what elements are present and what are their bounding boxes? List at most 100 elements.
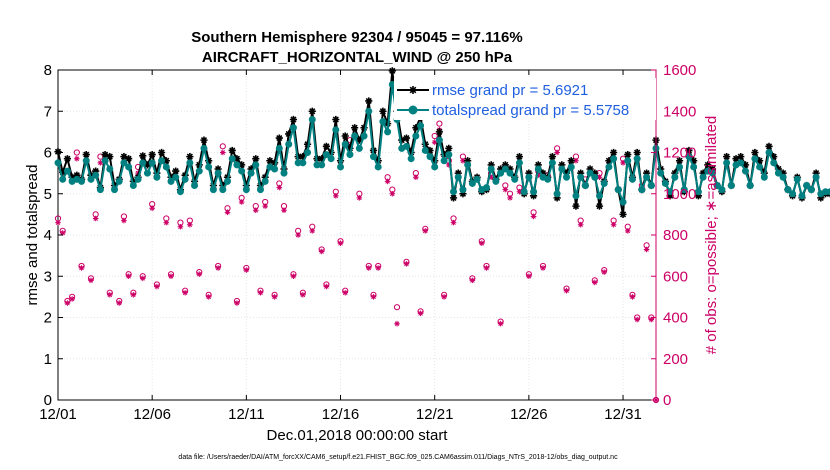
rmse-point <box>431 157 439 165</box>
x-tick-label: 12/01 <box>39 406 77 423</box>
obs-assimilated-point <box>342 289 349 296</box>
totalspread-point <box>308 116 316 123</box>
obs-assimilated-point <box>384 178 391 185</box>
totalspread-point <box>59 175 67 183</box>
y-right-tick-label: 1200 <box>663 145 696 162</box>
obs-assimilated-point <box>417 310 424 317</box>
obs-assimilated-point <box>64 300 71 306</box>
legend-label-totalspread: totalspread grand pr = 5.5758 <box>432 102 629 119</box>
obs-assimilated-point <box>74 155 80 162</box>
totalspread-point <box>172 173 180 181</box>
obs-assimilated-point <box>460 157 466 164</box>
rmse-point <box>120 153 128 161</box>
totalspread-point <box>384 128 392 136</box>
y-right-tick-label: 1400 <box>663 103 696 120</box>
axes: 12/01 12/06 12/11 12/16 12/21 12/26 12/31 0 1 2 3 4… <box>39 62 696 423</box>
rmse-point <box>577 169 585 177</box>
totalspread-point <box>111 186 119 194</box>
totalspread-point <box>139 159 147 167</box>
rmse-point <box>539 169 547 177</box>
obs-assimilated-point <box>257 289 264 296</box>
obs-assimilated-point <box>507 195 513 201</box>
totalspread-point <box>737 159 745 167</box>
obs-assimilated-point <box>187 221 193 228</box>
totalspread-point <box>346 151 354 159</box>
rmse-point <box>153 169 161 177</box>
totalspread-point <box>431 163 439 171</box>
totalspread-point <box>779 173 787 181</box>
rmse-point <box>440 150 448 159</box>
totalspread-point <box>162 163 170 171</box>
obs-assimilated-point <box>540 265 546 271</box>
rmse-point <box>586 165 594 173</box>
totalspread-point <box>530 188 538 196</box>
y-left-tick-label: 8 <box>44 62 52 79</box>
totalspread-point <box>379 118 387 126</box>
rmse-point <box>233 155 241 163</box>
obs-assimilated-point <box>483 265 490 271</box>
totalspread-point <box>727 182 735 189</box>
rmse-point <box>755 157 764 165</box>
y-right-tick-label: 400 <box>663 310 688 327</box>
rmse-point <box>266 157 274 165</box>
totalspread-point <box>624 157 632 165</box>
obs-assimilated-point <box>431 139 438 145</box>
y-left-tick-label: 4 <box>44 227 52 244</box>
totalspread-point <box>191 182 199 189</box>
legend: rmse grand pr = 5.6921 totalspread grand… <box>394 78 656 120</box>
totalspread-point <box>671 173 679 181</box>
x-tick-label: 12/11 <box>228 406 264 423</box>
obs-assimilated-point <box>69 296 75 302</box>
obs-assimilated-point <box>497 320 504 327</box>
rmse-point <box>497 165 505 173</box>
totalspread-point <box>534 165 542 173</box>
obs-assimilated-point <box>271 294 278 300</box>
rmse-point <box>322 142 330 150</box>
totalspread-point <box>181 175 189 183</box>
x-tick-label: 12/31 <box>604 406 642 423</box>
totalspread-point <box>195 167 203 175</box>
y-left-tick-label: 5 <box>44 186 52 203</box>
rmse-point <box>73 171 81 179</box>
totalspread-point <box>176 188 184 196</box>
totalspread-point <box>638 186 646 194</box>
totalspread-point <box>228 155 236 163</box>
obs-assimilated-point <box>488 174 494 181</box>
rmse-point <box>92 167 100 175</box>
totalspread-point <box>271 165 279 173</box>
rmse-point <box>303 140 312 148</box>
totalspread-point <box>525 173 533 181</box>
obs-assimilated-point <box>591 279 598 286</box>
rmse-point <box>624 150 632 159</box>
rmse-point <box>562 169 571 177</box>
y-axis-label-right: # of obs: o=possible; ∗=assimilated <box>703 116 720 355</box>
rmse-point <box>238 161 246 169</box>
totalspread-point <box>280 169 288 177</box>
totalspread-point <box>125 163 133 171</box>
obs-assimilated-point <box>220 149 226 156</box>
rmse-point <box>157 148 166 157</box>
y-right-tick-label: 800 <box>663 227 688 244</box>
obs-possible-point <box>436 120 443 127</box>
totalspread-point <box>355 144 363 152</box>
totalspread-point <box>760 173 768 181</box>
legend-asterisk <box>409 86 417 94</box>
rmse-point <box>435 128 444 136</box>
totalspread-point <box>63 167 71 175</box>
y-right-tick-label: 0 <box>663 392 671 409</box>
totalspread-point <box>610 155 618 163</box>
totalspread-point <box>798 192 806 200</box>
rmse-point <box>642 169 651 177</box>
totalspread-point <box>789 190 797 198</box>
rmse-point <box>172 167 180 175</box>
rmse-point <box>685 146 693 155</box>
rmse-point <box>515 153 524 161</box>
totalspread-point <box>304 149 312 156</box>
totalspread-point <box>506 169 514 177</box>
totalspread-point <box>746 182 754 189</box>
obs-assimilated-point <box>596 174 603 181</box>
rmse-point <box>671 169 679 177</box>
obs-assimilated-point <box>624 228 631 234</box>
rmse-point <box>68 173 76 181</box>
rmse-point <box>741 161 750 169</box>
